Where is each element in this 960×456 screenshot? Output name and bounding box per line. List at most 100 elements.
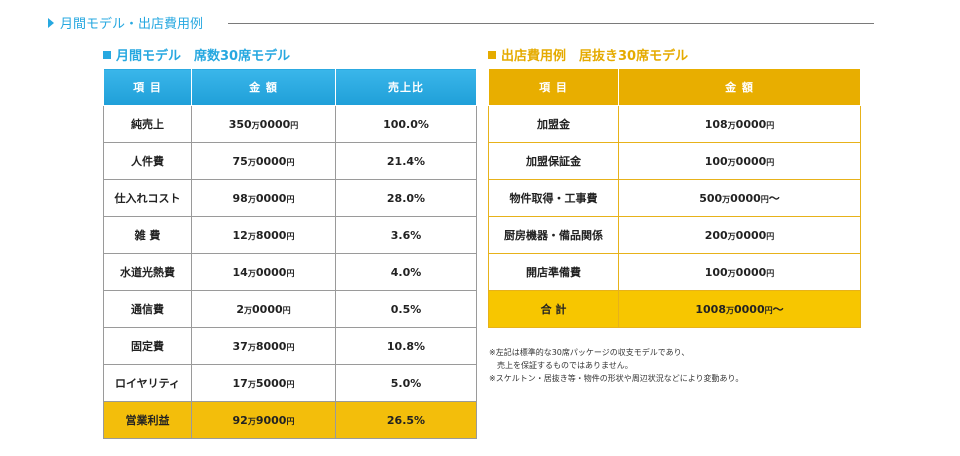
footnote-line: ※スケルトン・居抜き等・物件の形状や周辺状況などにより変動あり。 [489, 374, 744, 383]
item-cell: 加盟保証金 [488, 142, 619, 180]
item-cell: 純売上 [103, 105, 192, 143]
amount-rest: 5000 [255, 376, 287, 390]
ratio-cell: 100.0% [335, 105, 477, 143]
table-row: 固定費 37万8000円 10.8% [103, 327, 477, 365]
amount-cell: 1008万0000円～ [618, 290, 861, 328]
unit-man: 万 [727, 120, 736, 130]
unit-yen: 円 [286, 268, 295, 278]
item-cell: 通信費 [103, 290, 192, 328]
unit-man: 万 [247, 342, 256, 352]
amount-cell: 2万0000円 [191, 290, 336, 328]
square-bullet-icon [488, 51, 496, 59]
amount-rest: 0000 [255, 154, 287, 168]
amount-man: 2 [236, 302, 245, 316]
unit-yen: 円 [286, 231, 295, 241]
amount-rest: 0000 [730, 192, 761, 205]
unit-yen: 円 [766, 268, 775, 278]
unit-man: 万 [247, 157, 256, 167]
unit-yen: 円 [282, 305, 291, 315]
unit-yen: 円 [286, 342, 295, 352]
table-row: 通信費 2万0000円 0.5% [103, 290, 477, 328]
amount-rest: 0000 [735, 265, 767, 279]
amount-rest: 0000 [259, 117, 291, 131]
opening-cost-caption-text: 出店費用例 居抜き30席モデル [501, 49, 689, 64]
unit-yen: 円 [766, 120, 775, 130]
table-row: 雑 費 12万8000円 3.6% [103, 216, 477, 254]
amount-suffix: ～ [772, 303, 784, 316]
amount-cell: 200万0000円 [618, 216, 861, 254]
unit-man: 万 [247, 194, 256, 204]
unit-man: 万 [726, 306, 734, 315]
item-cell: 営業利益 [103, 401, 192, 439]
table-row: ロイヤリティ 17万5000円 5.0% [103, 364, 477, 402]
amount-man: 200 [704, 228, 728, 242]
amount-cell: 14万0000円 [191, 253, 336, 291]
column-header-item: 項 目 [103, 68, 192, 106]
unit-man: 万 [244, 305, 253, 315]
item-cell: 厨房機器・備品関係 [488, 216, 619, 254]
column-header-amount: 金 額 [618, 68, 861, 106]
item-cell: 合 計 [488, 290, 619, 328]
monthly-model-caption-text: 月間モデル 席数30席モデル [116, 49, 291, 64]
item-cell: 開店準備費 [488, 253, 619, 291]
amount-cell: 108万0000円 [618, 105, 861, 143]
unit-man: 万 [247, 379, 256, 389]
ratio-cell: 5.0% [335, 364, 477, 402]
table-row: 加盟保証金 100万0000円 [488, 142, 861, 180]
section-header: 月間モデル・出店費用例 [48, 12, 874, 36]
amount-man: 1008 [695, 303, 726, 316]
ratio-cell: 28.0% [335, 179, 477, 217]
unit-yen: 円 [286, 157, 295, 167]
unit-man: 万 [727, 157, 736, 167]
amount-cell: 500万0000円～ [618, 179, 861, 217]
amount-man: 350 [228, 117, 252, 131]
unit-yen: 円 [286, 194, 295, 204]
unit-man: 万 [727, 268, 736, 278]
item-cell: 人件費 [103, 142, 192, 180]
amount-cell: 37万8000円 [191, 327, 336, 365]
total-row: 営業利益 92万9000円 26.5% [103, 401, 477, 439]
header-divider [228, 23, 874, 24]
unit-yen: 円 [766, 157, 775, 167]
item-cell: 雑 費 [103, 216, 192, 254]
amount-cell: 98万0000円 [191, 179, 336, 217]
amount-man: 14 [232, 265, 248, 279]
amount-rest: 0000 [735, 154, 767, 168]
item-cell: 固定費 [103, 327, 192, 365]
amount-rest: 0000 [255, 265, 287, 279]
footnote-line: 売上を保証するものではありません。 [489, 361, 633, 370]
total-row: 合 計 1008万0000円～ [488, 290, 861, 328]
unit-yen: 円 [760, 195, 769, 204]
ratio-cell: 26.5% [335, 401, 477, 439]
amount-cell: 92万9000円 [191, 401, 336, 439]
ratio-cell: 0.5% [335, 290, 477, 328]
amount-suffix: ～ [768, 192, 780, 205]
ratio-cell: 4.0% [335, 253, 477, 291]
triangle-bullet-icon [48, 18, 54, 28]
opening-cost-table: 項 目 金 額 加盟金 108万0000円 加盟保証金 100万0000円 物件取得・工… [488, 68, 861, 328]
table-row: 人件費 75万0000円 21.4% [103, 142, 477, 180]
column-header-item: 項 目 [488, 68, 619, 106]
amount-man: 100 [704, 265, 728, 279]
ratio-cell: 10.8% [335, 327, 477, 365]
unit-man: 万 [247, 416, 256, 426]
monthly-model-table: 項 目 金 額 売上比 純売上 350万0000円 100.0% 人件費 75万0000… [103, 68, 477, 439]
column-header-ratio: 売上比 [335, 68, 477, 106]
footnote-line: ※左記は標準的な30席パッケージの収支モデルであり、 [489, 348, 690, 357]
table-row: 仕入れコスト 98万0000円 28.0% [103, 179, 477, 217]
table-header-row: 項 目 金 額 [488, 68, 861, 106]
amount-cell: 75万0000円 [191, 142, 336, 180]
amount-cell: 100万0000円 [618, 142, 861, 180]
amount-rest: 0000 [252, 302, 283, 316]
amount-rest: 8000 [255, 339, 287, 353]
amount-man: 17 [232, 376, 248, 390]
amount-rest: 0000 [255, 191, 287, 205]
amount-cell: 12万8000円 [191, 216, 336, 254]
opening-cost-caption: 出店費用例 居抜き30席モデル [488, 45, 688, 64]
amount-rest: 0000 [735, 117, 767, 131]
item-cell: 水道光熱費 [103, 253, 192, 291]
unit-yen: 円 [766, 231, 775, 241]
item-cell: 加盟金 [488, 105, 619, 143]
amount-man: 100 [704, 154, 728, 168]
amount-man: 12 [232, 228, 248, 242]
